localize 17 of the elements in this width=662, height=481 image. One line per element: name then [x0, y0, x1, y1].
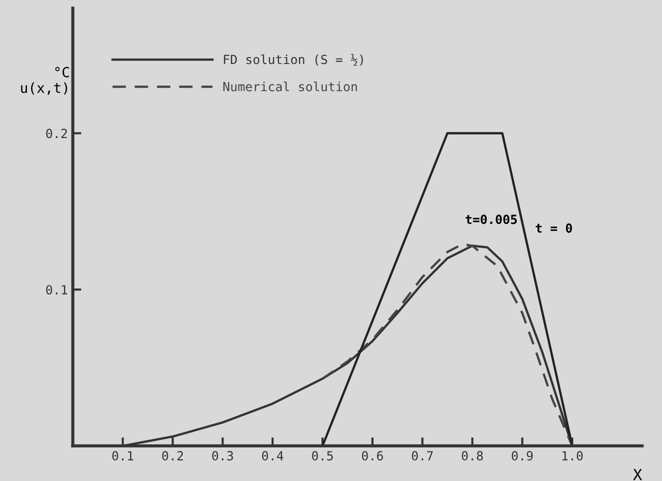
- line-series: [321, 243, 574, 446]
- x-tick-label: 0.2: [162, 451, 183, 460]
- annotation: t = 0: [536, 223, 572, 233]
- x-tick-label: 0.7: [412, 451, 433, 460]
- text: Numerical solution: [223, 82, 357, 92]
- x-tick-label: 0.1: [112, 451, 134, 460]
- x-tick-label: 0.4: [262, 451, 284, 460]
- x-tick-label: 0.6: [362, 451, 383, 460]
- x-tick-label: 0.8: [462, 451, 483, 460]
- x-tick-label: 0.3: [212, 451, 233, 460]
- x-tick-label: 1.0: [562, 451, 583, 460]
- x-tick-label: 0.5: [312, 451, 333, 460]
- text: FD solution (S = ½): [224, 54, 363, 66]
- y-axis-title: °C u(x,t): [21, 66, 69, 95]
- x-tick-label: 0.9: [512, 451, 533, 460]
- x-axis-title: X: [633, 469, 642, 480]
- annotation: t=0.005: [466, 214, 517, 224]
